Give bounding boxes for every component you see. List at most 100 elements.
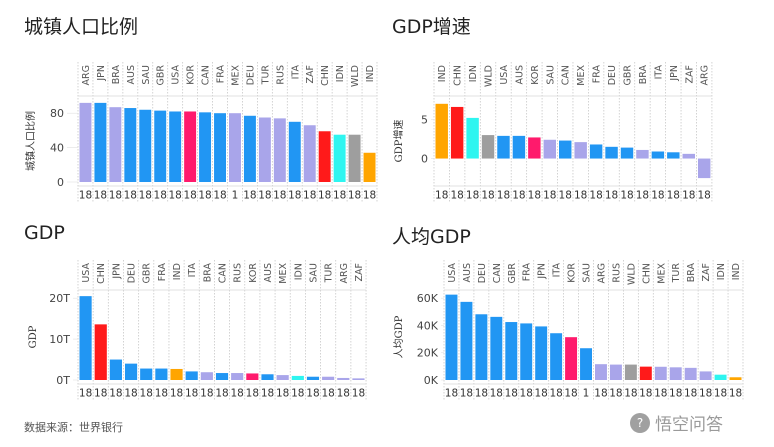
gdppc-y-tick-label: 40K <box>417 319 439 332</box>
gdppc-category-label: CHN <box>641 263 652 284</box>
gdppc-bar-kor <box>565 337 578 380</box>
growth-year-label: 18 <box>435 190 448 202</box>
urban-bar-zaf <box>303 125 316 182</box>
growth-year-label: 18 <box>620 190 633 202</box>
urban-category-label: USA <box>171 65 182 85</box>
gdppc-bar-ind <box>729 377 742 380</box>
gdppc-category-label: KOR <box>567 263 578 283</box>
growth-category-label: FRA <box>592 65 603 84</box>
urban-bar-mex <box>229 113 241 182</box>
gdp-bar-chn <box>94 324 107 380</box>
growth-year-label: 18 <box>698 190 711 202</box>
urban-bar-jpn <box>94 102 107 182</box>
gdppc-bar-chn <box>639 366 652 380</box>
growth-y-axis-title: GDP增速 <box>392 120 405 163</box>
urban-bar-idn <box>333 134 346 182</box>
growth-year-label: 18 <box>543 190 556 202</box>
growth-bar-bra <box>636 149 649 159</box>
growth-category-label: IDN <box>468 65 479 82</box>
gdppc-bar-arg <box>595 364 607 380</box>
urban-year-label: 18 <box>109 190 122 202</box>
gdp-year-label: 18 <box>291 388 304 400</box>
gdppc-bar-mex <box>654 366 667 380</box>
gdppc-year-label: 18 <box>534 388 547 400</box>
growth-category-label: IND <box>437 65 448 82</box>
gdppc-category-label: USA <box>447 263 458 283</box>
gdp-year-label: 18 <box>140 388 153 400</box>
urban-bar-arg <box>79 102 92 182</box>
urban-year-label: 18 <box>348 190 361 202</box>
gdp-bar-kor <box>246 373 259 380</box>
growth-bar-arg <box>697 158 711 179</box>
growth-bar-kor <box>528 137 541 159</box>
growth-bar-ind <box>435 103 448 159</box>
growth-bar-chn <box>450 106 464 159</box>
growth-year-label: 18 <box>589 190 602 202</box>
gdppc-bar-tur <box>669 367 682 380</box>
growth-bar-aus <box>512 135 526 159</box>
growth-bar-jpn <box>667 152 680 159</box>
growth-category-label: WLD <box>484 65 495 87</box>
gdppc-year-label: 18 <box>624 388 637 400</box>
gdppc-category-label: DEU <box>477 263 488 283</box>
gdppc-bar-deu <box>475 314 488 380</box>
growth-category-label: BRA <box>638 65 649 85</box>
gdppc-bar-gbr <box>505 322 518 380</box>
gdp-bar-idn <box>291 375 304 380</box>
gdppc-category-label: TUR <box>671 263 682 284</box>
growth-y-tick-label: 5 <box>421 113 428 126</box>
gdppc-bar-can <box>490 316 503 380</box>
gdppc-category-label: ARG <box>596 263 607 283</box>
gdp-bar-arg <box>337 377 350 380</box>
urban-category-label: WLD <box>350 65 361 87</box>
gdppc-category-label: FRA <box>522 263 533 282</box>
urban-bar-kor <box>184 111 197 182</box>
gdppc-bar-fra <box>520 323 533 380</box>
urban-y-tick-label: 40 <box>50 142 64 155</box>
gdp-year-label: 18 <box>170 388 183 400</box>
watermark-text: 悟空问答 <box>655 415 723 435</box>
urban-category-label: CAN <box>201 65 212 85</box>
gdppc-year-label: 18 <box>684 388 697 400</box>
gdppc-y-axis-title: 人均GDP <box>393 315 405 358</box>
gdppc-y-tick-label: 60K <box>417 292 439 305</box>
gdp-category-label: ITA <box>187 263 198 278</box>
urban-year-label: 18 <box>183 190 196 202</box>
urban-category-label: RUS <box>275 65 286 85</box>
gdp-year-label: 18 <box>352 388 365 400</box>
gdppc-year-label: 18 <box>654 388 667 400</box>
gdppc-year-label: 18 <box>699 388 712 400</box>
urban-category-label: MEX <box>230 65 241 86</box>
gdppc-category-label: WLD <box>626 263 637 285</box>
wukong-qa-icon: ? <box>630 412 650 433</box>
urban-year-label: 18 <box>288 190 301 202</box>
gdp-year-label: 18 <box>94 388 107 400</box>
gdp-category-label: GBR <box>142 263 153 284</box>
growth-year-label: 18 <box>512 190 525 202</box>
gdp-category-label: RUS <box>233 263 244 283</box>
growth-bar-can <box>559 140 572 159</box>
urban-bar-chn <box>318 131 331 182</box>
urban-category-label: TUR <box>260 65 271 86</box>
gdp-bar-sau <box>306 376 320 380</box>
urban-category-label: GBR <box>156 65 167 86</box>
urban-bar-tur <box>258 117 271 182</box>
gdp-y-tick-label: 0T <box>56 374 70 387</box>
urban-chart: 0 40 80 城镇人口比例 ARG 18 JPN 18 BRA 18 AUS 18 SAU 18 GBR 1… <box>24 62 378 202</box>
urban-y-tick-label: 0 <box>57 176 64 189</box>
gdppc-category-label: IND <box>731 263 742 280</box>
gdppc-bar-wld <box>624 364 637 380</box>
gdp-category-label: BRA <box>202 263 213 283</box>
urban-year-label: 18 <box>154 190 167 202</box>
gdppc-year-label: 18 <box>490 388 503 400</box>
gdp-category-label: ARG <box>339 263 350 283</box>
gdppc-bar-zaf <box>699 371 712 380</box>
gdppc-y-tick-label: 20K <box>417 347 439 360</box>
gdp-year-label: 18 <box>200 388 213 400</box>
growth-year-label: 18 <box>651 190 664 202</box>
urban-y-tick-label: 80 <box>50 107 64 120</box>
growth-bar-idn <box>466 117 479 159</box>
urban-category-label: DEU <box>245 65 256 85</box>
growth-category-label: AUS <box>514 65 525 84</box>
gdp-bar-gbr <box>140 368 153 380</box>
